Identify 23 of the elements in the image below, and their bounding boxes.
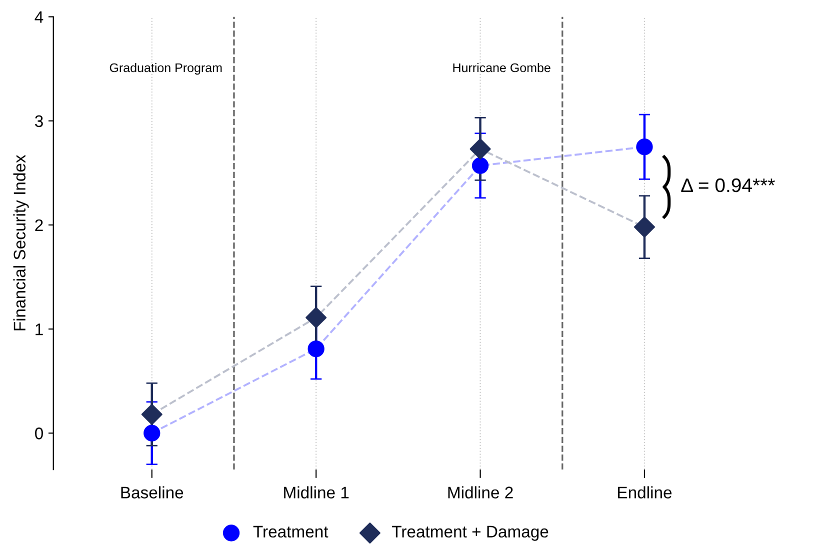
y-tick-label: 2 (35, 219, 43, 231)
legend-label: Treatment (253, 526, 328, 538)
annotation: Δ = 0.94*** (681, 178, 775, 192)
point (144, 424, 160, 442)
legend-label: Treatment + Damage (392, 526, 548, 541)
point (141, 404, 162, 425)
point (308, 340, 324, 358)
x-tick-label: Midline 2 (448, 486, 513, 498)
annotation: Hurricane Gombe (453, 62, 550, 72)
point (636, 138, 653, 156)
annotation: Graduation Program (110, 62, 222, 75)
x-tick-label: Endline (618, 486, 672, 498)
point (470, 138, 491, 160)
y-tick-label: 4 (34, 11, 44, 23)
point (306, 307, 327, 328)
point (634, 216, 655, 238)
y-axis-title: Financial Security Index (13, 154, 29, 330)
x-tick-label: Baseline (121, 486, 184, 498)
y-tick-label: 0 (35, 428, 43, 440)
y-tick-label: 3 (35, 115, 43, 128)
point (472, 157, 489, 174)
x-tick-label: Midline 1 (284, 486, 349, 498)
y-tick-label: 1 (36, 324, 43, 336)
